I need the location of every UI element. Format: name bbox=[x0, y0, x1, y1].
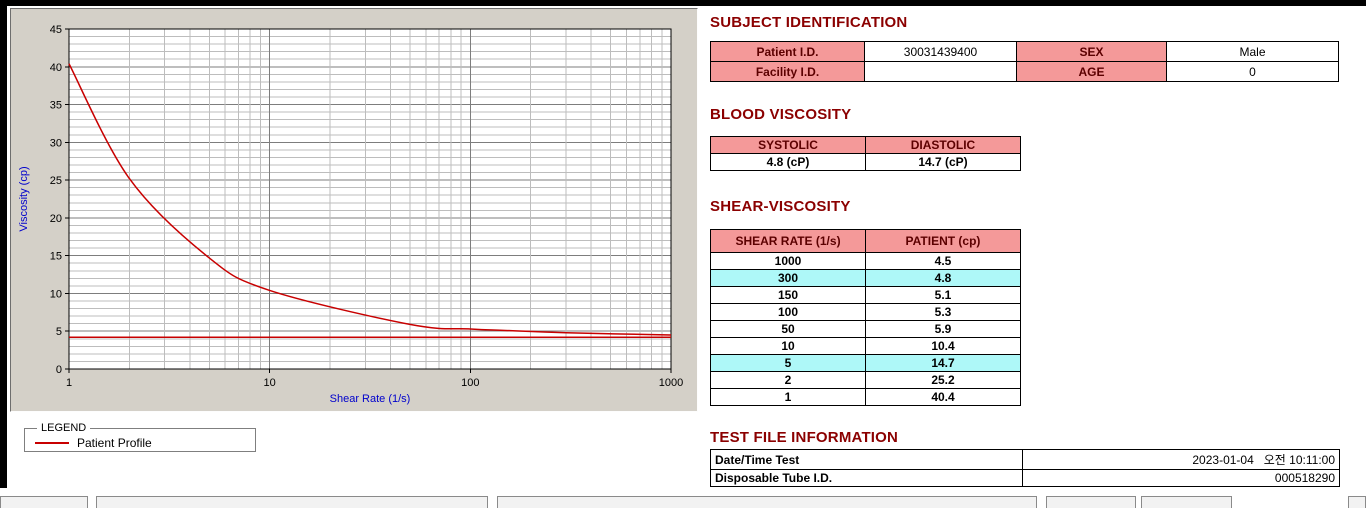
age-label: AGE bbox=[1016, 61, 1167, 82]
sex-label: SEX bbox=[1016, 41, 1167, 62]
table-row: Facility I.D. AGE 0 bbox=[710, 61, 1339, 82]
table-cell: 1 bbox=[710, 388, 866, 406]
table-cell: 100 bbox=[710, 303, 866, 321]
y-tick-label: 30 bbox=[50, 137, 62, 149]
window-left-edge bbox=[0, 6, 7, 488]
table-cell: 5.3 bbox=[865, 303, 1021, 321]
table-cell: 50 bbox=[710, 320, 866, 338]
systolic-header: SYSTOLIC bbox=[710, 136, 866, 154]
table-row: SYSTOLIC DIASTOLIC bbox=[710, 136, 1021, 154]
table-cell: 5.9 bbox=[865, 320, 1021, 338]
table-cell: 25.2 bbox=[865, 371, 1021, 389]
bottom-toolbar-button[interactable] bbox=[497, 496, 1037, 508]
table-cell: 1000 bbox=[710, 252, 866, 270]
test-file-information-heading: TEST FILE INFORMATION bbox=[710, 429, 899, 446]
y-axis-label: Viscosity (cp) bbox=[18, 166, 30, 231]
y-tick-label: 0 bbox=[56, 364, 62, 376]
legend-box: LEGEND Patient Profile bbox=[24, 422, 256, 452]
table-cell: 2 bbox=[710, 371, 866, 389]
table-row: 100 5.3 bbox=[710, 303, 1021, 321]
chart-frame: 0 5 10 15 20 25 30 35 40 45 1 10 100 1000 Viscosity (c… bbox=[10, 8, 698, 412]
table-row: 2 25.2 bbox=[710, 371, 1021, 389]
shear-viscosity-heading: SHEAR-VISCOSITY bbox=[710, 198, 851, 215]
table-cell: 4.5 bbox=[865, 252, 1021, 270]
series-patient-profile bbox=[68, 63, 672, 336]
y-tick-label: 35 bbox=[50, 100, 62, 112]
test-file-information-table: Date/Time Test 2023-01-04 오전 10:11:00 Di… bbox=[710, 449, 1340, 487]
diastolic-header: DIASTOLIC bbox=[865, 136, 1021, 154]
table-cell: 150 bbox=[710, 286, 866, 304]
sex-value: Male bbox=[1166, 41, 1339, 62]
table-row: Patient I.D. 30031439400 SEX Male bbox=[710, 41, 1339, 62]
subject-identification-table: Patient I.D. 30031439400 SEX Male Facili… bbox=[710, 41, 1339, 82]
table-row: 150 5.1 bbox=[710, 286, 1021, 304]
table-row: 4.8 (cP) 14.7 (cP) bbox=[710, 153, 1021, 171]
table-row: Date/Time Test 2023-01-04 오전 10:11:00 bbox=[710, 449, 1340, 470]
patient-cp-header: PATIENT (cp) bbox=[865, 229, 1021, 253]
legend-title: LEGEND bbox=[41, 422, 87, 434]
legend-series-label: Patient Profile bbox=[77, 435, 152, 450]
disposable-tube-id-value: 000518290 bbox=[1022, 469, 1340, 487]
table-row: Disposable Tube I.D. 000518290 bbox=[710, 469, 1340, 487]
bottom-toolbar-button[interactable] bbox=[1348, 496, 1366, 508]
age-value: 0 bbox=[1166, 61, 1339, 82]
table-row: 1 40.4 bbox=[710, 388, 1021, 406]
blood-viscosity-heading: BLOOD VISCOSITY bbox=[710, 106, 852, 123]
table-row: 5 14.7 bbox=[710, 354, 1021, 372]
y-tick-label: 10 bbox=[50, 288, 62, 300]
disposable-tube-id-label: Disposable Tube I.D. bbox=[710, 469, 1023, 487]
y-tick-label: 15 bbox=[50, 251, 62, 263]
table-row: 300 4.8 bbox=[710, 269, 1021, 287]
patient-id-value: 30031439400 bbox=[864, 41, 1017, 62]
shear-viscosity-body: 1000 4.5 300 4.8 150 5.1 100 5.3 50 5.9 10 10.4 5 14.… bbox=[710, 252, 1021, 406]
diastolic-value: 14.7 (cP) bbox=[865, 153, 1021, 171]
x-tick-label: 1 bbox=[66, 377, 72, 389]
shear-rate-header: SHEAR RATE (1/s) bbox=[710, 229, 866, 253]
x-axis-label: Shear Rate (1/s) bbox=[330, 393, 411, 405]
facility-id-value bbox=[864, 61, 1017, 82]
bottom-toolbar-button[interactable] bbox=[96, 496, 488, 508]
y-tick-label: 25 bbox=[50, 175, 62, 187]
bottom-toolbar-button[interactable] bbox=[0, 496, 88, 508]
bottom-toolbar-button[interactable] bbox=[1141, 496, 1232, 508]
blood-viscosity-table: SYSTOLIC DIASTOLIC 4.8 (cP) 14.7 (cP) bbox=[710, 136, 1021, 171]
window-top-edge bbox=[0, 0, 1366, 6]
table-row: 1000 4.5 bbox=[710, 252, 1021, 270]
y-tick-label: 5 bbox=[56, 326, 62, 338]
y-tick-label: 40 bbox=[50, 62, 62, 74]
table-cell: 40.4 bbox=[865, 388, 1021, 406]
y-tick-label: 45 bbox=[50, 24, 62, 36]
facility-id-label: Facility I.D. bbox=[710, 61, 865, 82]
table-cell: 5 bbox=[710, 354, 866, 372]
table-row: SHEAR RATE (1/s) PATIENT (cp) bbox=[710, 229, 1021, 253]
patient-id-label: Patient I.D. bbox=[710, 41, 865, 62]
table-row: 50 5.9 bbox=[710, 320, 1021, 338]
subject-identification-heading: SUBJECT IDENTIFICATION bbox=[710, 14, 908, 31]
table-cell: 4.8 bbox=[865, 269, 1021, 287]
x-tick-label: 1000 bbox=[659, 377, 683, 389]
date-time-test-label: Date/Time Test bbox=[710, 449, 1023, 470]
date-time-test-value: 2023-01-04 오전 10:11:00 bbox=[1022, 449, 1340, 470]
patient-profile-line-swatch bbox=[35, 441, 69, 444]
x-tick-label: 10 bbox=[264, 377, 276, 389]
table-cell: 5.1 bbox=[865, 286, 1021, 304]
table-cell: 10.4 bbox=[865, 337, 1021, 355]
table-cell: 14.7 bbox=[865, 354, 1021, 372]
table-row: 10 10.4 bbox=[710, 337, 1021, 355]
x-tick-label: 100 bbox=[461, 377, 479, 389]
table-cell: 10 bbox=[710, 337, 866, 355]
table-cell: 300 bbox=[710, 269, 866, 287]
systolic-value: 4.8 (cP) bbox=[710, 153, 866, 171]
shear-viscosity-table: SHEAR RATE (1/s) PATIENT (cp) 1000 4.5 300… bbox=[710, 229, 1021, 406]
bottom-toolbar-button[interactable] bbox=[1046, 496, 1136, 508]
viscosity-chart: 0 5 10 15 20 25 30 35 40 45 1 10 100 1000 Viscosity (c… bbox=[13, 11, 697, 409]
y-tick-label: 20 bbox=[50, 213, 62, 225]
